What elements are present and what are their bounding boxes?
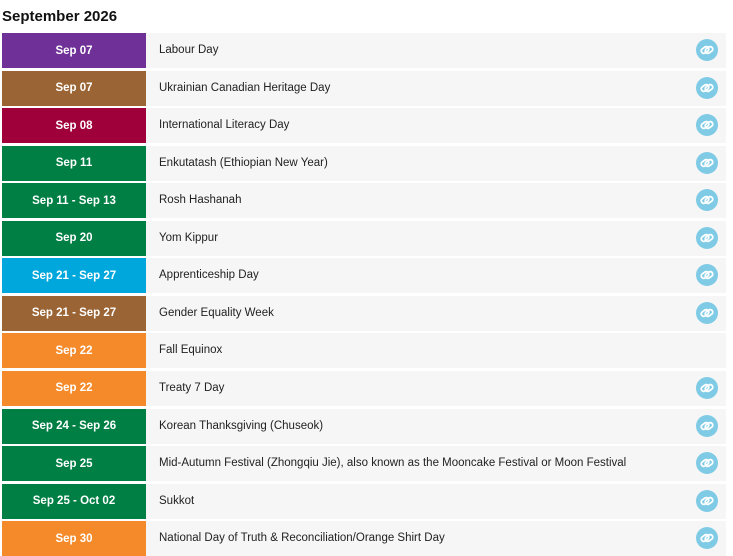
event-name: International Literacy Day [159, 119, 290, 132]
link-icon [700, 308, 714, 318]
event-date: Sep 21 - Sep 27 [2, 295, 146, 331]
event-date: Sep 25 [2, 446, 146, 482]
event-name: Fall Equinox [159, 344, 223, 357]
link-button[interactable] [696, 527, 718, 550]
event-row: Sep 08 International Literacy Day [2, 108, 726, 144]
event-name: Rosh Hashanah [159, 194, 242, 207]
link-button[interactable] [696, 489, 718, 512]
link-button[interactable] [696, 39, 718, 61]
event-name: Yom Kippur [159, 231, 219, 244]
link-icon [700, 383, 714, 393]
month-title: September 2026 [2, 8, 118, 25]
event-date: Sep 11 [2, 145, 146, 181]
link-button[interactable] [696, 151, 718, 174]
event-row: Sep 25 Mid-Autumn Festival (Zhongqiu Jie)… [2, 446, 726, 482]
event-row: Sep 30 National Day of Truth & Reconcilia… [2, 521, 726, 556]
event-date: Sep 24 - Sep 26 [2, 408, 146, 444]
event-name: Treaty 7 Day [159, 381, 225, 394]
link-icon [700, 458, 714, 468]
event-name: Mid-Autumn Festival (Zhongqiu Jie), also… [159, 457, 627, 470]
event-name: Enkutatash (Ethiopian New Year) [159, 156, 328, 169]
event-name: Ukrainian Canadian Heritage Day [159, 81, 331, 94]
event-row: Sep 07 Ukrainian Canadian Heritage Day [2, 70, 726, 106]
event-name: Labour Day [159, 44, 219, 56]
link-button[interactable] [696, 264, 718, 287]
event-date: Sep 07 [2, 70, 146, 106]
event-row: Sep 21 - Sep 27 Gender Equality Week [2, 295, 726, 331]
event-row: Sep 22 Fall Equinox [2, 333, 726, 369]
event-name: Sukkot [159, 494, 195, 507]
link-icon [700, 83, 714, 92]
event-name: Gender Equality Week [159, 306, 274, 319]
link-button[interactable] [696, 189, 718, 212]
event-name: Korean Thanksgiving (Chuseok) [159, 419, 324, 432]
event-row: Sep 24 - Sep 26 Korean Thanksgiving (Chus… [2, 408, 726, 444]
link-icon [700, 120, 714, 130]
link-button[interactable] [696, 376, 718, 399]
event-date: Sep 08 [2, 108, 146, 144]
event-row: Sep 20 Yom Kippur [2, 220, 726, 256]
link-button[interactable] [696, 301, 718, 324]
link-icon [700, 496, 714, 505]
event-name: Apprenticeship Day [159, 269, 259, 282]
link-icon [700, 421, 714, 430]
link-button[interactable] [696, 452, 718, 475]
event-date: Sep 07 [2, 33, 146, 68]
event-date: Sep 21 - Sep 27 [2, 258, 146, 294]
event-name: National Day of Truth & Reconciliation/O… [159, 532, 445, 545]
event-row: Sep 22 Treaty 7 Day [2, 370, 726, 406]
event-row: Sep 11 - Sep 13 Rosh Hashanah [2, 183, 726, 219]
link-icon [700, 233, 714, 243]
link-icon [700, 195, 714, 205]
link-icon [700, 45, 714, 55]
link-icon [700, 271, 714, 280]
event-date: Sep 22 [2, 333, 146, 369]
link-button[interactable] [696, 414, 718, 437]
link-icon [700, 533, 714, 543]
link-button[interactable] [696, 114, 718, 137]
event-date: Sep 22 [2, 370, 146, 406]
event-date: Sep 11 - Sep 13 [2, 183, 146, 219]
link-icon [700, 158, 714, 167]
event-date: Sep 20 [2, 220, 146, 256]
event-row: Sep 21 - Sep 27 Apprenticeship Day [2, 258, 726, 294]
event-row: Sep 07 Labour Day [2, 33, 726, 68]
link-button[interactable] [696, 76, 718, 99]
event-date: Sep 30 [2, 521, 146, 556]
event-row: Sep 11 Enkutatash (Ethiopian New Year) [2, 145, 726, 181]
link-button[interactable] [696, 226, 718, 249]
event-row: Sep 25 - Oct 02 Sukkot [2, 483, 726, 519]
event-date: Sep 25 - Oct 02 [2, 483, 146, 519]
